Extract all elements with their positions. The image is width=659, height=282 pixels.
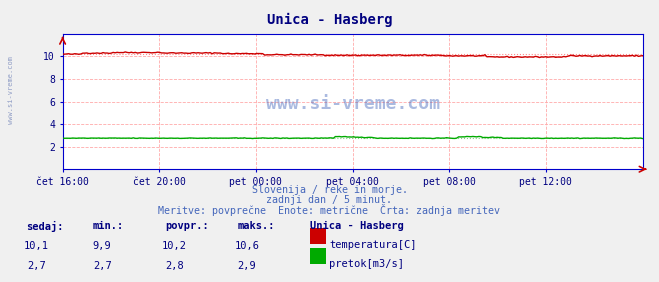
Text: www.si-vreme.com: www.si-vreme.com — [266, 95, 440, 113]
Text: www.si-vreme.com: www.si-vreme.com — [8, 56, 14, 124]
Text: povpr.:: povpr.: — [165, 221, 208, 231]
Text: maks.:: maks.: — [237, 221, 275, 231]
Text: zadnji dan / 5 minut.: zadnji dan / 5 minut. — [266, 195, 393, 204]
Text: 2,8: 2,8 — [165, 261, 184, 271]
Text: 10,2: 10,2 — [162, 241, 187, 251]
Text: 10,6: 10,6 — [235, 241, 260, 251]
Text: pretok[m3/s]: pretok[m3/s] — [330, 259, 405, 269]
Text: 9,9: 9,9 — [93, 241, 111, 251]
Text: 2,7: 2,7 — [93, 261, 111, 271]
Text: Unica - Hasberg: Unica - Hasberg — [267, 13, 392, 27]
Text: temperatura[C]: temperatura[C] — [330, 240, 417, 250]
Text: Meritve: povprečne  Enote: metrične  Črta: zadnja meritev: Meritve: povprečne Enote: metrične Črta:… — [159, 204, 500, 217]
Text: 2,9: 2,9 — [238, 261, 256, 271]
Text: Unica - Hasberg: Unica - Hasberg — [310, 221, 403, 232]
Text: sedaj:: sedaj: — [26, 221, 64, 232]
Text: 10,1: 10,1 — [24, 241, 49, 251]
Text: Slovenija / reke in morje.: Slovenija / reke in morje. — [252, 185, 407, 195]
Text: min.:: min.: — [92, 221, 123, 231]
Text: 2,7: 2,7 — [27, 261, 45, 271]
